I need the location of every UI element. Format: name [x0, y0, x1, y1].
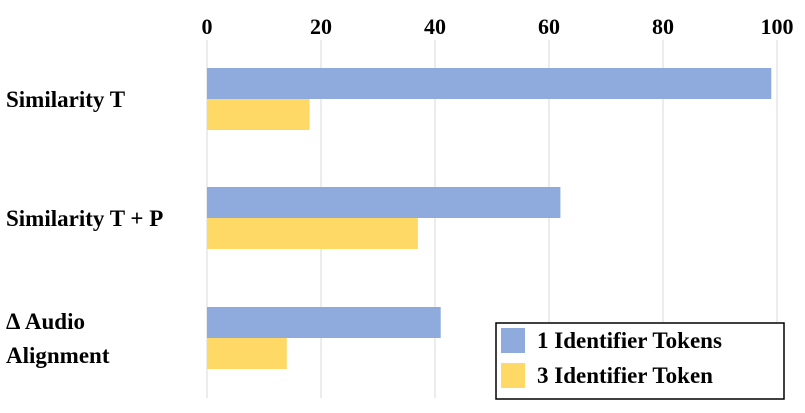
category-label: Δ Audio Alignment — [6, 309, 110, 368]
x-tick-label: 60 — [538, 14, 560, 39]
bar — [207, 218, 418, 249]
category-label: Similarity T — [6, 87, 125, 112]
bar — [207, 99, 310, 130]
x-tick-label: 20 — [310, 14, 332, 39]
bar — [207, 187, 561, 218]
x-tick-label: 0 — [202, 14, 213, 39]
x-tick-label: 100 — [761, 14, 794, 39]
x-tick-label: 80 — [652, 14, 674, 39]
legend-label: 1 Identifier Tokens — [537, 328, 722, 353]
legend-swatch — [501, 363, 525, 388]
legend-swatch — [501, 328, 525, 353]
category-labels: Similarity T Similarity T + P Δ Audio Align… — [6, 87, 163, 368]
bars — [207, 68, 772, 369]
x-tick-label: 40 — [424, 14, 446, 39]
bar — [207, 68, 772, 99]
x-axis-ticks: 0 20 40 60 80 100 — [202, 14, 794, 39]
bar — [207, 307, 441, 338]
bar — [207, 338, 287, 369]
category-label: Similarity T + P — [6, 206, 163, 231]
legend: 1 Identifier Tokens 3 Identifier Token — [495, 322, 785, 400]
legend-label: 3 Identifier Token — [537, 363, 713, 388]
legend-box — [495, 322, 785, 400]
